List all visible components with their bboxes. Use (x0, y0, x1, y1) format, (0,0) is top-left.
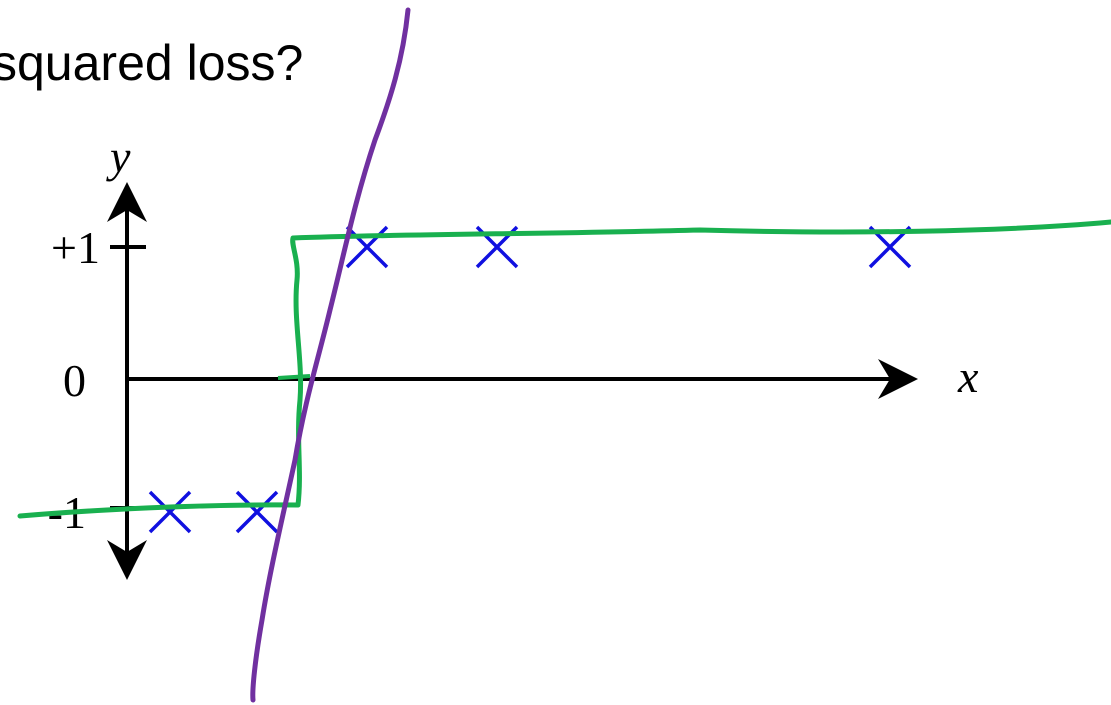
linear-fit (250, 7, 411, 703)
x-label: x (957, 351, 979, 402)
y-label: y (106, 131, 131, 182)
step-curve (17, 219, 1111, 519)
tick-label: 0 (63, 355, 86, 406)
tick-label: +1 (51, 222, 100, 273)
cross (235, 490, 279, 534)
stroke (277, 374, 311, 380)
cross (148, 490, 192, 534)
title: squared loss? (0, 35, 303, 91)
